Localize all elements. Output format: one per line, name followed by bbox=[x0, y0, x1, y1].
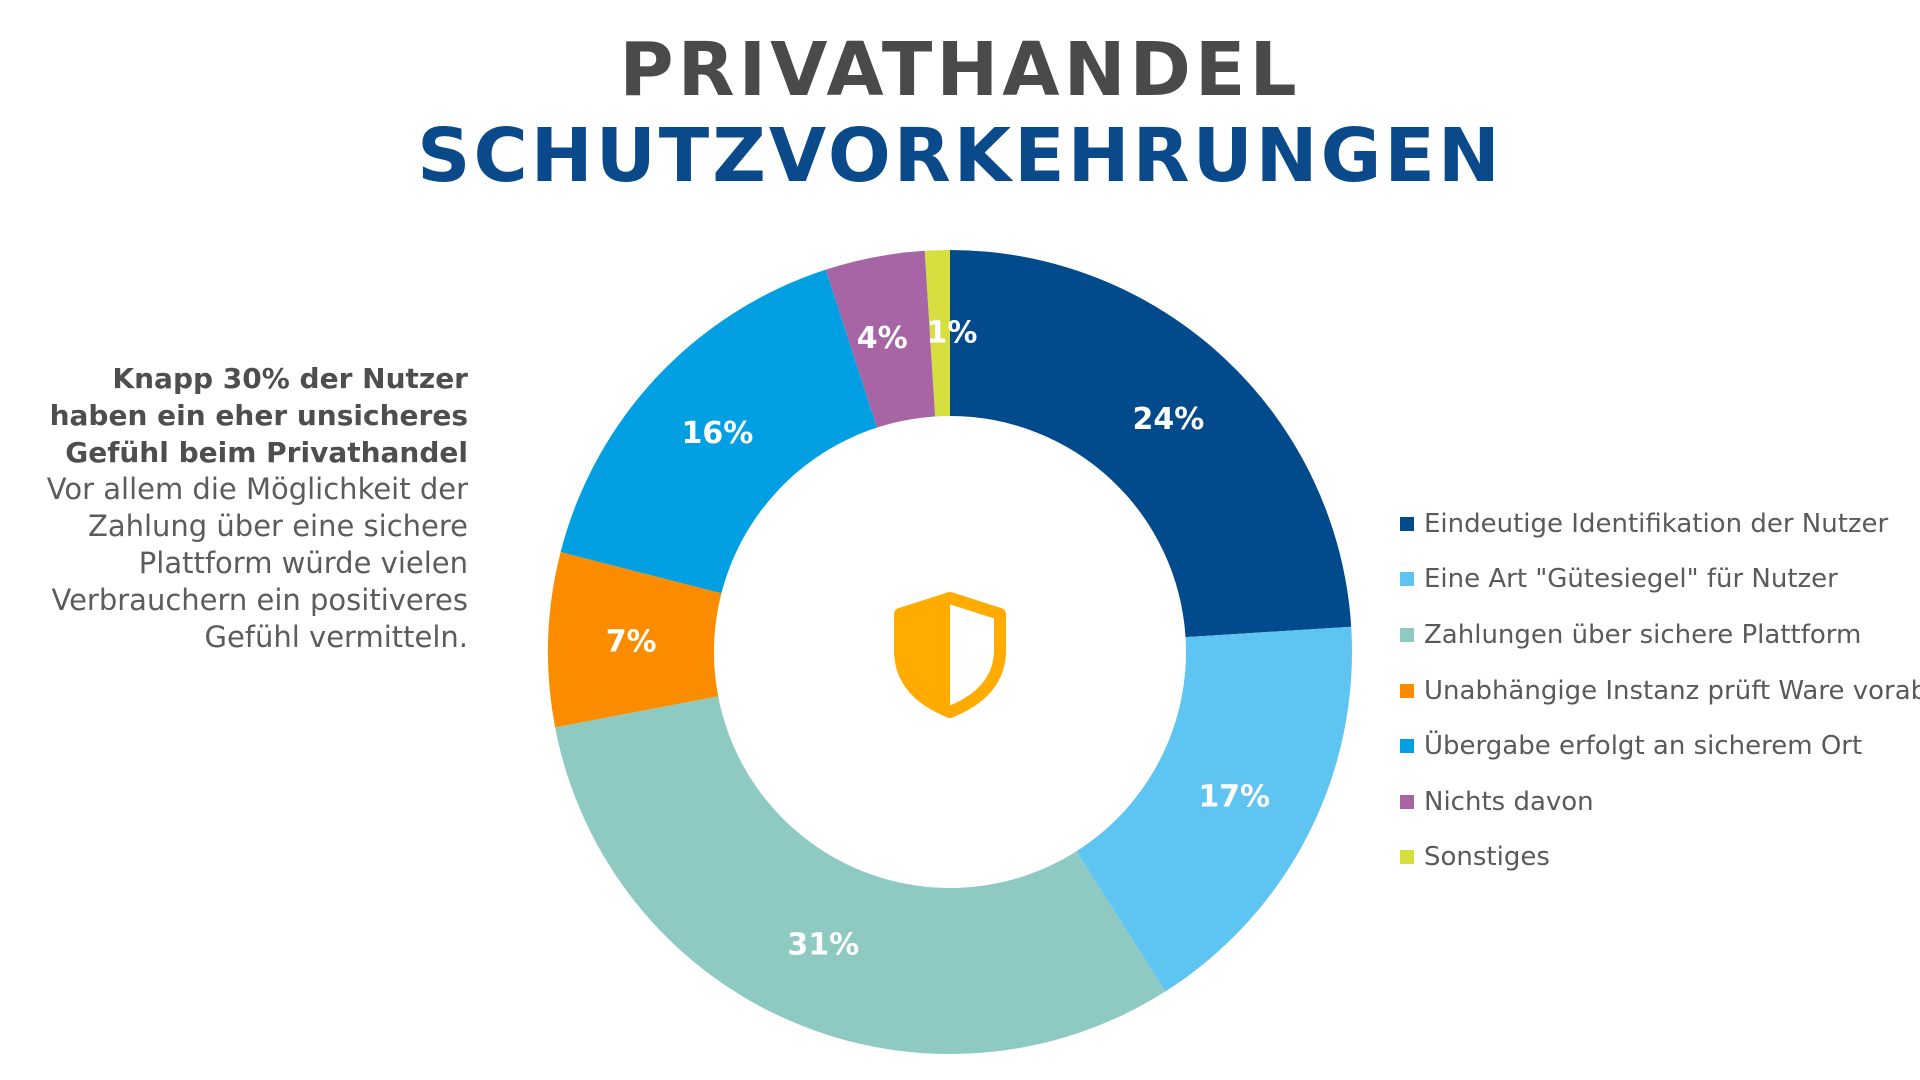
slice-label: 1% bbox=[927, 316, 978, 351]
legend-item: Zahlungen über sichere Plattform bbox=[1400, 607, 1920, 663]
chart-title-line1: PRIVATHANDEL bbox=[619, 27, 1301, 113]
legend-item: Sonstiges bbox=[1400, 830, 1920, 886]
donut-slice bbox=[950, 250, 1352, 638]
legend-item: Übergabe erfolgt an sicherem Ort bbox=[1400, 718, 1920, 774]
legend-item: Nichts davon bbox=[1400, 774, 1920, 830]
legend-label: Nichts davon bbox=[1424, 786, 1594, 817]
shield-icon bbox=[894, 592, 1006, 718]
legend-label: Sonstiges bbox=[1424, 842, 1550, 873]
donut-slice bbox=[548, 552, 722, 728]
legend-label: Zahlungen über sichere Plattform bbox=[1424, 619, 1862, 650]
donut-slice-labels: 24% 17% 31% 7% 16% 4% 1% bbox=[606, 316, 1270, 963]
donut-slice bbox=[555, 696, 1166, 1054]
legend-swatch bbox=[1400, 683, 1414, 698]
legend-item: Eindeutige Identifikation der Nutzer bbox=[1400, 496, 1920, 552]
chart-legend: Eindeutige Identifikation der Nutzer Eine… bbox=[1400, 496, 1920, 885]
donut-slice bbox=[1076, 626, 1352, 992]
donut-slice bbox=[560, 269, 878, 594]
chart-title-line2: SCHUTZVORKEHRUNGEN bbox=[417, 113, 1503, 199]
slice-label: 7% bbox=[606, 624, 657, 659]
slice-label: 16% bbox=[682, 416, 754, 451]
side-headline: Knapp 30% der Nutzer haben ein eher unsi… bbox=[49, 362, 468, 469]
side-text-block: Knapp 30% der Nutzer haben ein eher unsi… bbox=[10, 360, 468, 656]
legend-swatch bbox=[1400, 739, 1414, 754]
legend-swatch bbox=[1400, 516, 1414, 531]
side-body: Vor allem die Möglichkeit der Zahlung üb… bbox=[46, 472, 468, 654]
legend-label: Übergabe erfolgt an sicherem Ort bbox=[1424, 731, 1863, 762]
legend-item: Unabhängige Instanz prüft Ware vorab bbox=[1400, 663, 1920, 719]
donut-slices bbox=[548, 250, 1352, 1054]
legend-label: Unabhängige Instanz prüft Ware vorab bbox=[1424, 675, 1920, 706]
slice-label: 17% bbox=[1198, 779, 1270, 814]
slice-label: 24% bbox=[1132, 402, 1204, 437]
legend-label: Eindeutige Identifikation der Nutzer bbox=[1424, 508, 1889, 539]
legend-label: Eine Art "Gütesiegel" für Nutzer bbox=[1424, 564, 1838, 595]
legend-swatch bbox=[1400, 572, 1414, 587]
slice-label: 4% bbox=[857, 321, 908, 356]
donut-slice bbox=[825, 250, 936, 428]
donut-slice bbox=[924, 250, 950, 417]
slice-label: 31% bbox=[787, 927, 859, 962]
legend-item: Eine Art "Gütesiegel" für Nutzer bbox=[1400, 552, 1920, 608]
legend-swatch bbox=[1400, 627, 1414, 642]
legend-swatch bbox=[1400, 850, 1414, 865]
legend-swatch bbox=[1400, 794, 1414, 809]
